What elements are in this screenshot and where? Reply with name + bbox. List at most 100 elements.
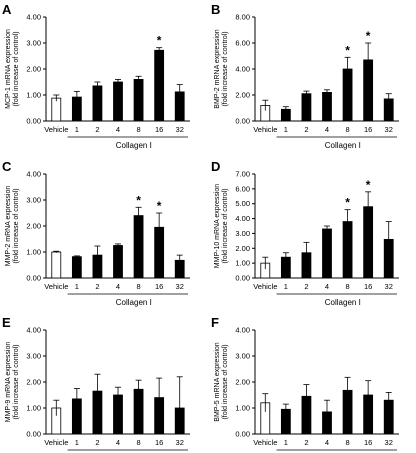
significance-star: * — [345, 43, 350, 57]
y-tick-label: 0.00 — [26, 117, 41, 126]
category-label: 1 — [284, 438, 288, 447]
category-label: Vehicle — [44, 438, 68, 447]
category-label: 16 — [364, 125, 372, 134]
category-label: Vehicle — [44, 125, 68, 134]
y-tick-label: 0.00 — [235, 430, 250, 439]
y-tick-label: 8.00 — [235, 13, 250, 22]
group-label: Collagen I — [325, 141, 361, 150]
bar — [133, 215, 144, 279]
category-label: 8 — [136, 282, 140, 291]
category-label: 16 — [155, 282, 163, 291]
y-tick-label: 2.00 — [26, 378, 41, 387]
panel-letter: D — [211, 159, 220, 174]
category-label: 2 — [304, 438, 308, 447]
group-label: Collagen I — [325, 298, 361, 307]
category-label: 1 — [75, 282, 79, 291]
y-axis-label: MCP-1 mRNA expression — [5, 29, 12, 109]
category-label: 32 — [176, 125, 184, 134]
category-label: 1 — [284, 125, 288, 134]
category-label: Vehicle — [253, 282, 277, 291]
category-label: 4 — [116, 125, 120, 134]
significance-star: * — [157, 199, 162, 213]
bar — [133, 79, 144, 122]
category-label: 4 — [325, 282, 329, 291]
bar — [154, 49, 165, 122]
y-axis-label: (fold increase of control) — [13, 344, 20, 419]
significance-star: * — [345, 196, 350, 210]
bar — [71, 256, 82, 279]
y-axis-label: MMP-10 mRNA expression — [214, 184, 221, 269]
category-label: Vehicle — [44, 282, 68, 291]
category-label: 4 — [325, 125, 329, 134]
y-tick-label: 4.00 — [26, 326, 41, 335]
y-tick-label: 3.00 — [26, 196, 41, 205]
bar — [51, 251, 62, 279]
y-tick-label: 4.00 — [26, 170, 41, 179]
category-label: 16 — [364, 282, 372, 291]
category-label: 8 — [345, 282, 349, 291]
y-tick-label: 0.00 — [235, 274, 250, 283]
y-tick-label: 5.00 — [235, 199, 250, 208]
category-label: 32 — [176, 282, 184, 291]
category-label: 8 — [136, 438, 140, 447]
category-label: 32 — [176, 438, 184, 447]
y-tick-label: 6.00 — [235, 39, 250, 48]
group-label: Collagen I — [116, 298, 152, 307]
y-axis-label: (fold increase of control) — [13, 188, 20, 263]
category-label: 32 — [385, 282, 393, 291]
category-label: 1 — [75, 438, 79, 447]
y-tick-label: 1.00 — [26, 404, 41, 413]
category-label: 1 — [75, 125, 79, 134]
significance-star: * — [157, 34, 162, 48]
y-tick-label: 7.00 — [235, 170, 250, 179]
panel-letter: B — [211, 2, 220, 17]
bar — [113, 81, 123, 122]
y-tick-label: 3.00 — [235, 229, 250, 238]
y-axis-label: (fold increase of control) — [13, 31, 20, 106]
category-label: 2 — [304, 282, 308, 291]
category-label: 32 — [385, 438, 393, 447]
y-axis-label: MMP-2 mRNA expression — [5, 186, 12, 267]
y-tick-label: 4.00 — [235, 214, 250, 223]
panel-letter: E — [2, 315, 11, 330]
y-tick-label: 4.00 — [26, 13, 41, 22]
significance-star: * — [366, 29, 371, 43]
category-label: 16 — [155, 125, 163, 134]
y-tick-label: 2.00 — [26, 65, 41, 74]
category-label: 4 — [325, 438, 329, 447]
category-label: 8 — [345, 125, 349, 134]
bar — [301, 93, 312, 122]
bar — [322, 228, 332, 279]
y-tick-label: 0.00 — [26, 430, 41, 439]
category-label: 32 — [385, 125, 393, 134]
y-axis-label: BMP-5 mRNA expression — [214, 342, 221, 421]
bar — [113, 245, 123, 279]
category-label: Vehicle — [253, 438, 277, 447]
y-axis-label: (fold increase of control) — [222, 31, 229, 106]
category-label: 2 — [304, 125, 308, 134]
y-tick-label: 4.00 — [235, 326, 250, 335]
group-label: Collagen I — [116, 141, 152, 150]
category-label: 8 — [136, 125, 140, 134]
y-tick-label: 0.00 — [235, 117, 250, 126]
category-label: 16 — [364, 438, 372, 447]
bar — [92, 85, 103, 122]
y-tick-label: 1.00 — [235, 259, 250, 268]
y-tick-label: 2.00 — [235, 378, 250, 387]
y-axis-label: (fold increase of control) — [222, 188, 229, 263]
y-axis-label: BMP-2 mRNA expression — [214, 29, 221, 108]
category-label: 2 — [95, 282, 99, 291]
y-tick-label: 1.00 — [235, 404, 250, 413]
category-label: Vehicle — [253, 125, 277, 134]
significance-star: * — [366, 178, 371, 192]
category-label: 8 — [345, 438, 349, 447]
y-axis-label: (fold increase of control) — [222, 344, 229, 419]
panel-letter: C — [2, 159, 12, 174]
significance-star: * — [136, 193, 141, 207]
y-tick-label: 3.00 — [235, 352, 250, 361]
y-tick-label: 1.00 — [26, 248, 41, 257]
category-label: 2 — [95, 438, 99, 447]
y-tick-label: 2.00 — [235, 91, 250, 100]
category-label: 4 — [116, 438, 120, 447]
